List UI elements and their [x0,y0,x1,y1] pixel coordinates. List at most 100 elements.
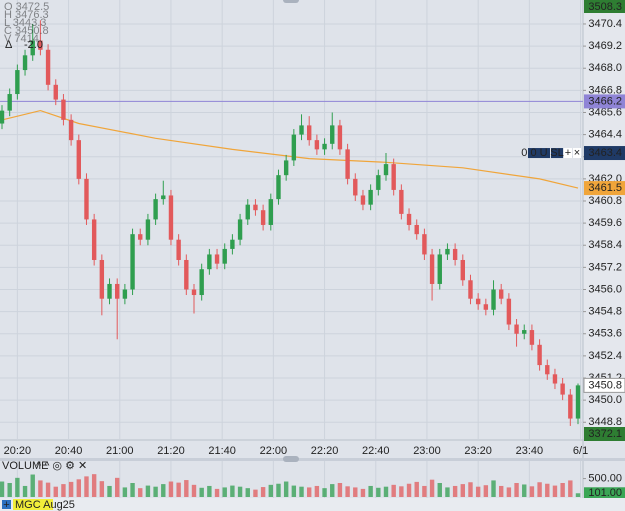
volume-bar [91,474,97,497]
volume-bar [0,481,5,497]
y-tick-label: 3465.6 [588,106,622,118]
order-tag[interactable]: + [565,147,571,159]
volume-bar [491,480,496,497]
instrument[interactable]: MGC Aug25 [15,499,75,511]
candle-body [414,224,419,235]
candle-body [283,160,289,176]
candle-body [422,234,427,255]
moving-average [1,109,579,189]
instrument-tag[interactable] [13,499,53,510]
level-label: 3466.2 [588,95,622,107]
info-line: O 3472.5 [4,1,49,13]
volume-bar [7,483,12,497]
candle-body [199,269,204,296]
candle-body [15,70,20,95]
volume-bar [460,484,465,497]
volume-bar [522,484,527,497]
volume-bar [299,486,304,497]
y-tick-label: 3454.8 [588,306,622,318]
volume-bar [268,484,273,497]
y-tick-label: 3458.4 [588,239,622,251]
candle-body [568,394,573,419]
candle-body [45,49,51,85]
volume-badge [584,487,625,500]
candle-body [61,99,66,120]
order-tag: 0 0 U 1 [521,147,556,159]
candle-body [38,40,43,50]
volume-bar [475,486,481,497]
pane-handle[interactable] [283,456,299,462]
y-tick-label: 3469.2 [588,40,622,52]
info-line: H 3476.3 [4,9,49,21]
volume-bar [568,480,573,497]
candle-body [314,140,320,150]
candle-body [475,298,481,305]
y-tick-label: 3448.8 [588,416,622,428]
candle-body [552,374,558,384]
candle-body [184,259,189,290]
volume-bar [391,484,396,497]
candle-body [391,164,396,190]
x-tick-label: 22:20 [311,445,339,457]
info-legend: O 3472.5 H 3476.3 L 3443.3 C 3450.8 V 74… [4,1,49,45]
volume-bar [537,482,542,497]
x-tick-label: 22:40 [362,445,390,457]
candle-body [84,178,89,220]
volume-bar [514,483,519,497]
y-tick-label: 3459.6 [588,217,622,229]
candle-body [161,195,166,200]
price-axis [583,0,625,440]
y-tick-label: 3453.6 [588,328,622,340]
info-line: V 7414 [4,33,39,45]
pane-divider[interactable] [0,458,625,461]
volume-bar [353,487,358,497]
volume-bar [483,485,489,497]
candle-body [560,383,565,395]
volume-bar [53,486,58,497]
volume-bar [214,488,220,497]
volume-bar [545,483,550,497]
volume-bar [575,493,581,497]
top-handle[interactable] [283,0,299,3]
add-icon[interactable]: + [3,499,9,511]
order-tag-box[interactable] [564,148,572,159]
volume-title: VOLUME [2,460,48,472]
candle-body [268,199,273,225]
volume-bar [468,482,473,497]
candle-body [368,189,373,205]
volume-bar [422,485,427,497]
volume-bar [76,479,81,497]
volume-bar [45,482,51,497]
candle-body [299,125,304,135]
order-tag[interactable]: × [574,147,580,159]
order-tag: SL [550,147,563,159]
volume-bar [30,474,35,497]
volume-tools[interactable]: ^ ^ ◎ ⚙ ✕ [36,460,87,472]
volume-bar [176,482,181,497]
candle-body [499,289,504,299]
candle-body [337,125,343,150]
volume-bar [68,481,74,497]
volume-bar [330,484,335,497]
x-tick-label: 21:00 [106,445,134,457]
ma-badge [584,181,625,196]
candle-body [506,298,512,325]
candle-body [260,210,266,225]
last-price-label: 3450.8 [588,379,622,391]
volume-bar [222,487,227,497]
volume-bar [38,480,43,497]
candle-body [130,234,135,290]
candle-body [445,248,450,255]
candle-body [153,199,158,220]
order-tag-box[interactable] [573,148,581,159]
volume-bar [161,484,166,497]
volume-bar [115,477,120,497]
volume-bar [168,481,174,497]
info-line: C 3450.8 [4,25,49,37]
x-tick-label: 23:00 [413,445,441,457]
info-line: L 3443.3 [4,17,46,29]
candle-body [207,254,212,270]
add-button[interactable] [2,500,11,509]
level-badge [584,94,625,109]
candle-body [53,84,58,100]
